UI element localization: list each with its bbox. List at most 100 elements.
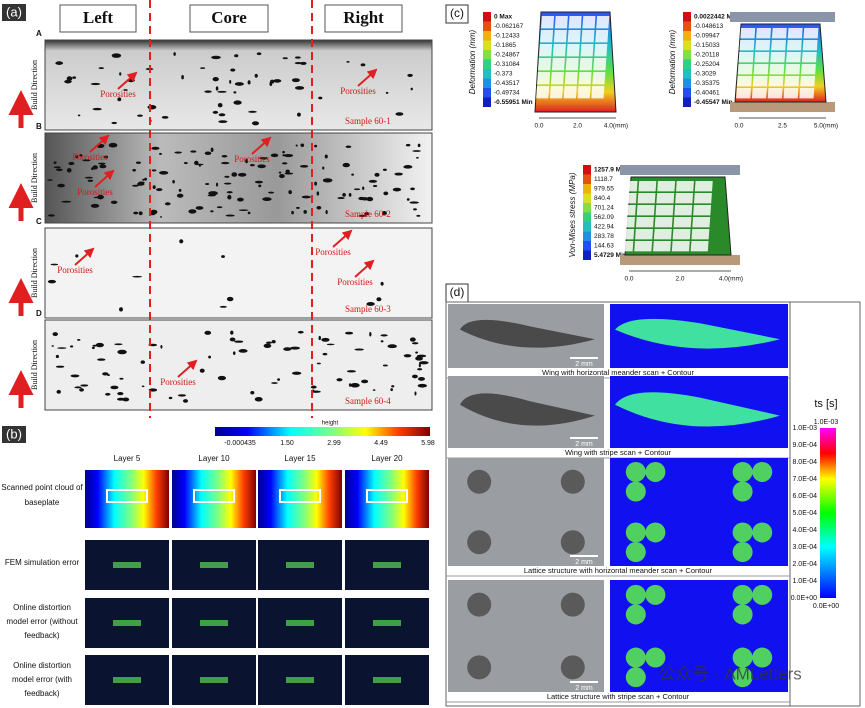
pore (278, 171, 282, 174)
pore (84, 176, 93, 179)
lattice-cell (739, 40, 755, 51)
legend-swatch (583, 203, 591, 213)
lattice-cell (653, 241, 671, 252)
error-spot (373, 562, 401, 568)
lattice-contour (625, 604, 646, 625)
colorbar-tick: 4.0E-04 (792, 527, 817, 534)
pore (297, 112, 301, 117)
pore (70, 374, 80, 378)
porosity-label: Porosities (160, 377, 196, 387)
lattice-contour (732, 542, 753, 563)
column-header: Left (83, 8, 114, 27)
pore (117, 397, 125, 401)
lattice-cell (800, 76, 816, 87)
sample-label: Sample 60-4 (345, 396, 391, 406)
lattice-cell (676, 181, 694, 192)
pore (164, 202, 171, 206)
scale-label: 4.0(mm) (604, 123, 628, 130)
pore (181, 75, 184, 80)
pore (226, 296, 234, 302)
pore (224, 175, 230, 178)
lattice-cell (618, 193, 637, 204)
legend-value: 1118.7 (594, 176, 613, 183)
pore (237, 197, 244, 202)
error-spot (200, 620, 228, 626)
pore (416, 214, 421, 217)
legend-swatch (583, 231, 591, 241)
lattice-contour (625, 584, 646, 605)
legend-value: 422.94 (594, 224, 614, 231)
porosity-arrow (354, 259, 375, 278)
pore (149, 213, 156, 216)
lattice-contour (752, 522, 773, 543)
pore (205, 182, 210, 186)
lattice-cell (690, 241, 709, 252)
pore (380, 340, 384, 343)
pore (108, 142, 118, 148)
pore (238, 349, 248, 353)
lattice-contour (752, 584, 773, 605)
colorbar (820, 428, 836, 598)
lattice-cell (783, 88, 799, 99)
pore (417, 383, 427, 388)
colorbar-tick: 2.99 (327, 440, 341, 447)
lattice-node (560, 655, 585, 680)
lattice-cell (784, 76, 800, 87)
pore (344, 331, 354, 335)
row-label: FEM simulation error (5, 558, 80, 567)
pore (256, 52, 262, 56)
pore (372, 184, 378, 188)
lattice-cell (802, 40, 818, 51)
lattice-cell (693, 205, 712, 216)
legend-swatch (683, 69, 691, 79)
pore (418, 361, 429, 365)
pore (380, 334, 388, 337)
lattice-cell (740, 28, 756, 39)
pore (183, 161, 188, 165)
legend-value: 283.78 (594, 233, 614, 240)
pore (230, 68, 236, 72)
pore (77, 339, 81, 341)
header-box (189, 4, 269, 33)
porosity-label: Porosities (315, 247, 351, 257)
lattice-contour (645, 522, 666, 543)
pore (51, 345, 54, 347)
pore (283, 153, 294, 158)
legend-value: 0 Max (494, 14, 512, 21)
lattice-cell (553, 30, 567, 43)
pore (316, 362, 321, 365)
base-plate (730, 102, 835, 112)
lattice-contour (625, 667, 646, 688)
pore (233, 100, 242, 105)
pore (158, 152, 162, 155)
pore (346, 61, 350, 63)
pore (200, 67, 206, 69)
legend-swatch (583, 241, 591, 251)
colorbar-title: height (322, 421, 339, 427)
legend-swatch (683, 12, 691, 22)
lattice-cell (550, 72, 564, 85)
build-direction: Build Direction (30, 248, 39, 298)
lattice-cell (579, 58, 593, 71)
panel-label: (b) (6, 426, 22, 441)
lattice-contour (752, 461, 773, 482)
row-label: Scanned point cloud of baseplate (1, 483, 83, 507)
pore (403, 354, 412, 358)
pore (74, 386, 82, 389)
pore (271, 382, 278, 384)
scale-label: 5.0(mm) (814, 123, 838, 130)
pore (409, 337, 416, 342)
pore (90, 82, 101, 86)
pore (254, 73, 258, 78)
legend-swatch (683, 40, 691, 50)
lattice-cell (564, 72, 578, 85)
pore (374, 172, 380, 177)
pore (290, 346, 300, 350)
legend-swatch (683, 21, 691, 31)
pore (47, 214, 55, 217)
pore (147, 104, 157, 110)
pore (224, 182, 232, 185)
pore (395, 112, 404, 116)
pore (117, 392, 124, 396)
